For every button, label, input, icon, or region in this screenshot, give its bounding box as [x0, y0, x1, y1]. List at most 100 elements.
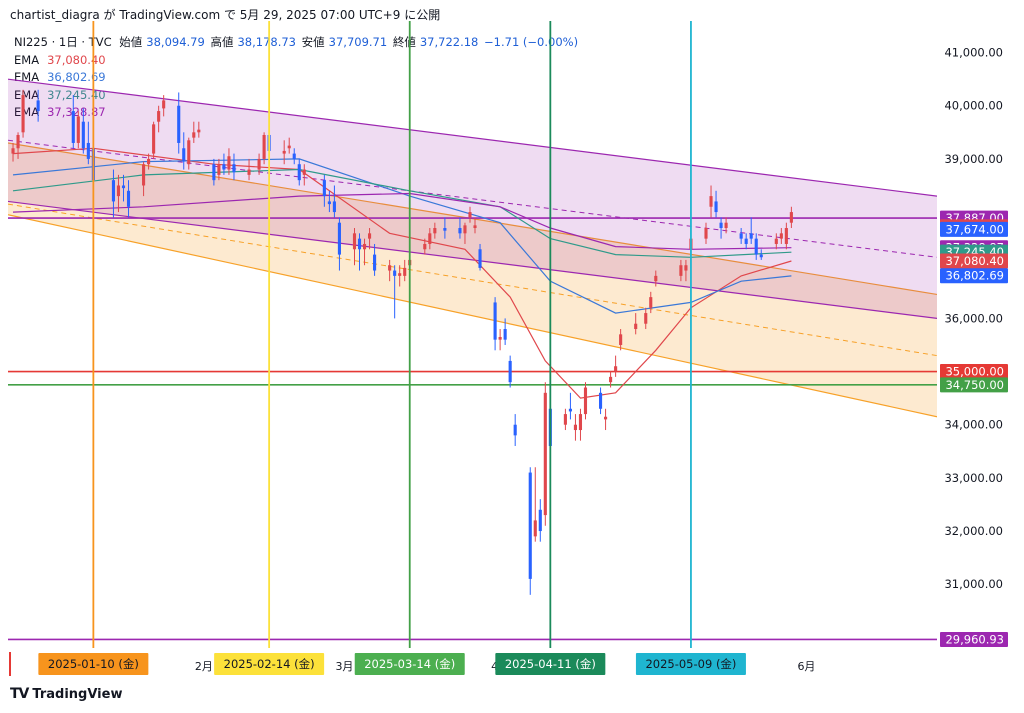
candle-body [493, 302, 497, 340]
candle [116, 174, 121, 213]
y-tick-label: 34,000.00 [944, 418, 1003, 432]
legend-close-value: 37,722.18 [419, 35, 479, 49]
candle [714, 190, 718, 218]
y-tick-label: 41,000.00 [944, 46, 1003, 60]
candle-body [759, 254, 763, 258]
candle-body [543, 392, 547, 516]
candle-body [368, 233, 372, 239]
candle [217, 158, 221, 181]
candle [513, 414, 517, 446]
candle-body [619, 334, 623, 345]
candle-body [247, 169, 251, 175]
candle [187, 137, 191, 170]
candle-body [598, 392, 603, 409]
date-badge: 2025-01-10 (金) [38, 653, 149, 675]
candle-body [654, 275, 658, 282]
legend-ema-row[interactable]: EMA 37,328.87 [14, 104, 578, 122]
candle-body [217, 164, 221, 175]
candle-body [302, 169, 306, 175]
x-month-label: 6月 [797, 660, 815, 673]
candle-body [508, 360, 512, 383]
candle-body [709, 196, 713, 207]
candle-body [292, 153, 296, 159]
candle [458, 217, 462, 239]
candle [162, 95, 166, 117]
candle-body [71, 111, 75, 143]
candle [644, 307, 648, 330]
candle [111, 169, 116, 218]
candle [503, 318, 507, 345]
candle-body [634, 323, 638, 330]
candle [388, 259, 392, 282]
candle-body [222, 164, 226, 170]
candle-body [644, 313, 648, 324]
legend-open-value: 38,094.79 [146, 35, 205, 49]
orange_channel-lower-line [8, 214, 937, 418]
candle [182, 132, 186, 170]
candle-body [573, 424, 577, 431]
legend-change: −1.71 (−0.00%) [484, 35, 579, 49]
candle [398, 265, 402, 287]
price-label: 36,802.69 [940, 268, 1008, 284]
date-badge-text: 2025-01-10 (金) [48, 657, 139, 671]
candle [212, 158, 216, 186]
candle-body [428, 233, 432, 244]
candle-body [583, 387, 588, 415]
candle [327, 190, 331, 213]
candle-body [724, 222, 728, 229]
legend-ema-row[interactable]: EMA 37,245.40 [14, 87, 578, 105]
footer-brand[interactable]: TV TradingView [10, 686, 122, 702]
candle-body [232, 164, 236, 173]
candle [147, 153, 151, 170]
candle-body [262, 134, 266, 159]
y-tick-label: 40,000.00 [944, 99, 1003, 113]
candle [468, 206, 472, 223]
candle [227, 148, 231, 175]
candle-body [538, 509, 542, 532]
price-label-text: 37,080.40 [945, 254, 1004, 268]
candle-body [568, 408, 572, 412]
publish-header: chartist_diagra が TradingView.com で 5月 2… [10, 8, 441, 22]
price-label: 37,080.40 [940, 253, 1008, 269]
legend-symbol: NI225 · 1日 · TVC [14, 35, 112, 49]
price-label-box [940, 377, 1008, 393]
candle-body [533, 520, 537, 537]
candle [337, 217, 341, 271]
candle [373, 243, 377, 276]
candle-body [473, 225, 477, 229]
candle-body [779, 233, 783, 239]
price-label-box [940, 253, 1008, 269]
candle-body [528, 472, 532, 579]
candle [222, 153, 226, 175]
price-label-text: 36,802.69 [945, 269, 1004, 283]
candle [368, 228, 372, 250]
candle [71, 95, 75, 149]
candle [152, 121, 156, 159]
candle [704, 222, 708, 244]
candle-body [649, 297, 653, 308]
candle-body [197, 129, 201, 133]
candle-body [227, 156, 231, 170]
candle [352, 228, 357, 266]
purple_channel-upper-line [8, 78, 937, 197]
legend-high-value: 38,178.73 [237, 35, 296, 49]
candle [76, 111, 80, 149]
price-label-text: 35,000.00 [945, 365, 1004, 379]
candle-body [388, 265, 392, 271]
candle-body [332, 201, 336, 213]
ema-value: 37,328.87 [47, 105, 106, 119]
purple_channel-lower-line [8, 200, 937, 319]
candle [81, 108, 85, 154]
price-label-text: 37,674.00 [945, 222, 1004, 236]
candle [393, 265, 397, 319]
candle-body [182, 148, 186, 162]
ema-line-1 [12, 158, 792, 314]
candle-body [187, 140, 191, 165]
candle [357, 233, 362, 271]
legend-ema-row[interactable]: EMA 37,080.40 [14, 52, 578, 70]
candle [619, 329, 623, 351]
candle-body [257, 158, 261, 170]
candle-body [393, 270, 397, 276]
date-badge: 2025-03-14 (金) [354, 653, 465, 675]
